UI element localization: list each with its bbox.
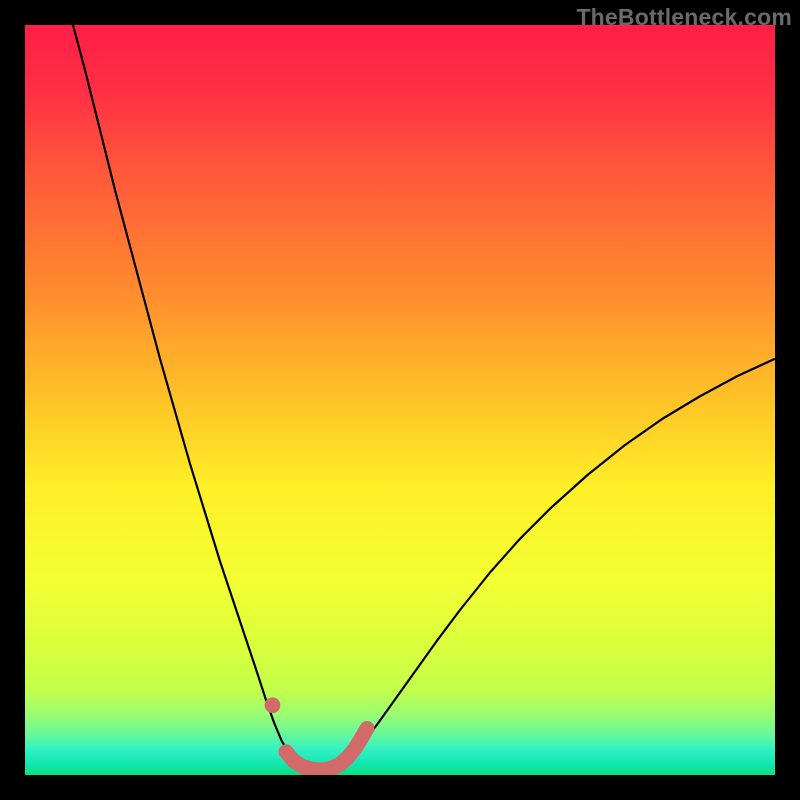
gradient-background	[25, 25, 775, 775]
plot-area	[25, 25, 775, 775]
chart-frame	[25, 25, 775, 775]
plot-svg	[25, 25, 775, 775]
watermark-text: TheBottleneck.com	[576, 4, 792, 31]
highlight-dot	[265, 697, 281, 713]
